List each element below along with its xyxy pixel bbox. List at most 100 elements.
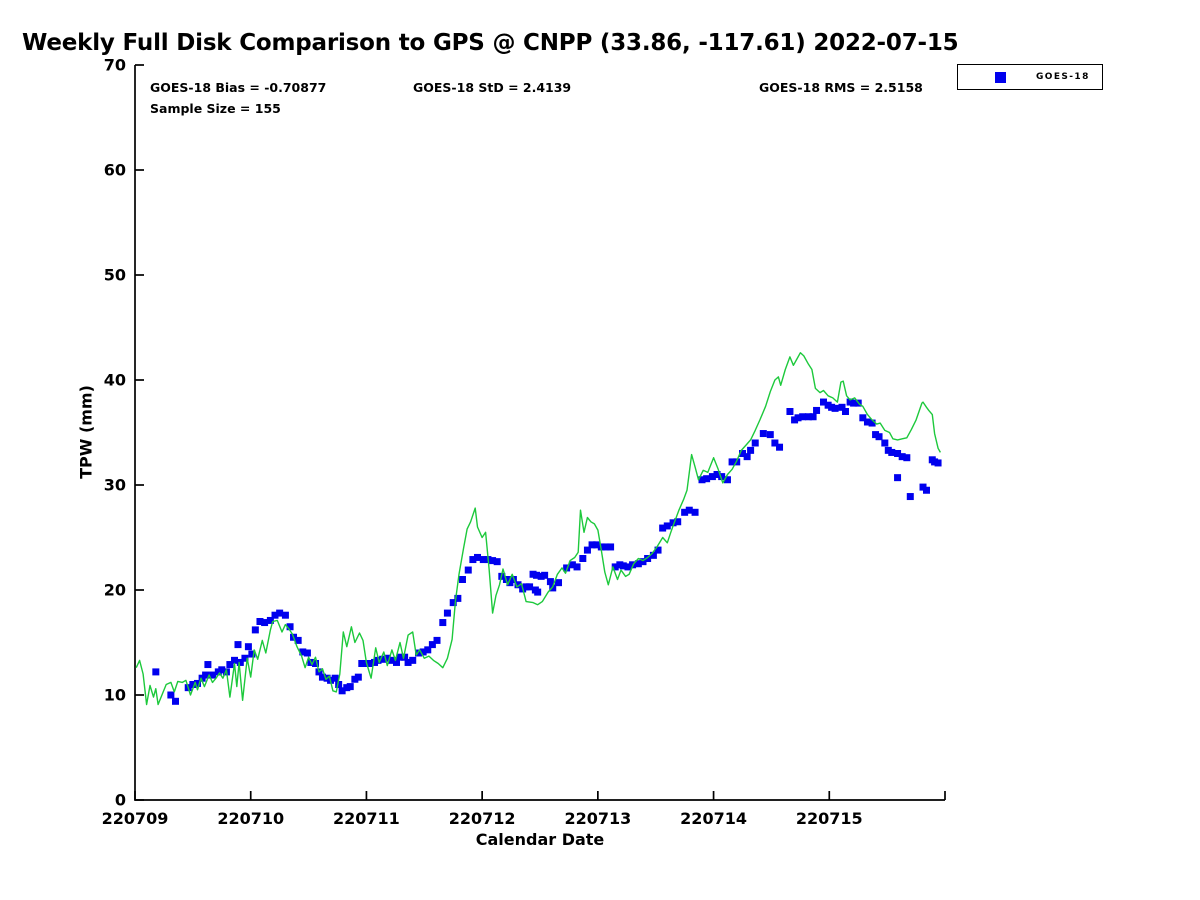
goes18-data-point	[881, 439, 889, 447]
goes18-data-point	[366, 660, 374, 667]
goes18-data-point	[331, 674, 339, 682]
x-tick-label: 220710	[217, 809, 284, 828]
goes18-data-point	[786, 408, 794, 415]
goes18-data-point	[804, 413, 812, 421]
goes18-data-point	[514, 581, 522, 589]
goes18-data-point	[894, 474, 902, 482]
goes18-data-point	[236, 658, 244, 666]
goes18-data-point	[534, 588, 542, 596]
goes18-data-point	[934, 459, 942, 467]
x-tick-label: 220715	[796, 809, 863, 828]
stat-bias: GOES-18 Bias = -0.70877	[150, 80, 327, 95]
goes18-data-point	[906, 493, 914, 501]
goes18-data-point	[479, 556, 487, 564]
goes18-data-point	[685, 506, 693, 514]
legend-label-goes18: GOES-18	[1036, 72, 1090, 82]
goes18-data-point	[831, 404, 839, 412]
goes18-data-point	[723, 476, 731, 484]
goes18-data-point	[152, 668, 160, 676]
goes18-data-point	[841, 408, 849, 415]
y-tick-label: 0	[115, 791, 126, 810]
goes18-data-point	[859, 414, 867, 422]
goes18-data-point	[659, 524, 667, 532]
goes18-data-point	[474, 553, 482, 561]
goes18-data-point	[439, 619, 447, 627]
y-tick-label: 30	[104, 476, 126, 495]
goes18-data-point	[209, 671, 217, 679]
gps-line-series	[135, 352, 942, 706]
goes18-data-point	[312, 660, 320, 667]
axis-spines	[134, 65, 945, 801]
goes18-data-point	[649, 551, 657, 559]
goes18-data-point	[396, 653, 404, 661]
stat-rms: GOES-18 RMS = 2.5158	[759, 80, 923, 95]
goes18-data-point	[299, 648, 307, 656]
goes18-data-point	[624, 563, 632, 571]
goes18-data-point	[850, 399, 858, 407]
legend: GOES-18	[957, 64, 1103, 90]
goes18-data-point	[379, 655, 387, 663]
goes18-square-marker-icon	[995, 71, 1006, 83]
goes18-data-point	[266, 616, 274, 624]
goes18-data-point	[449, 599, 457, 607]
goes18-data-point	[708, 473, 716, 481]
goes18-data-point	[172, 697, 179, 705]
y-tick-label: 20	[104, 581, 126, 600]
goes18-data-point	[644, 555, 652, 562]
goes18-data-point	[888, 448, 896, 456]
goes18-data-point	[354, 673, 362, 681]
goes18-data-point	[189, 681, 197, 688]
goes18-data-point	[346, 683, 354, 691]
goes18-data-point	[563, 564, 571, 572]
goes18-data-point	[771, 439, 779, 447]
goes18-data-point	[388, 656, 396, 664]
goes18-data-point	[393, 658, 401, 666]
goes18-data-point	[573, 563, 581, 571]
goes18-data-point	[428, 641, 436, 649]
goes18-data-point	[602, 543, 610, 551]
y-axis-ticks: 0 10 20 30 40 50 60 70	[104, 56, 144, 810]
goes18-data-point	[443, 609, 451, 617]
y-tick-label: 40	[104, 371, 126, 390]
goes18-data-point	[383, 654, 391, 662]
goes18-data-point	[234, 641, 242, 649]
goes18-data-point	[424, 646, 432, 654]
goes18-data-point	[202, 671, 210, 679]
goes18-data-point	[820, 398, 827, 406]
goes18-data-point	[248, 650, 256, 658]
goes18-data-point	[903, 454, 911, 462]
y-tick-label: 60	[104, 161, 126, 180]
goes18-data-point	[231, 656, 239, 664]
goes18-data-point	[256, 618, 264, 625]
goes18-data-point	[276, 609, 284, 617]
goes18-data-point	[469, 556, 477, 564]
goes18-data-point	[607, 543, 615, 551]
goes18-data-point	[766, 431, 774, 439]
goes18-data-point	[401, 653, 409, 661]
goes18-data-point	[404, 658, 412, 666]
x-tick-label: 220709	[102, 809, 169, 828]
goes18-data-point	[776, 443, 784, 451]
goes18-data-point	[611, 563, 619, 571]
goes18-data-point	[674, 518, 682, 526]
goes18-data-point	[593, 541, 601, 549]
stat-sample-size: Sample Size = 155	[150, 101, 281, 116]
goes18-data-point	[533, 571, 541, 579]
y-tick-label: 70	[104, 56, 126, 75]
goes18-data-point	[226, 661, 234, 669]
x-tick-label: 220711	[333, 809, 400, 828]
goes18-data-point	[747, 446, 755, 454]
goes18-data-point	[167, 691, 175, 699]
goes18-data-point	[526, 583, 534, 591]
goes18-data-point	[703, 475, 711, 483]
goes18-data-point	[588, 541, 596, 549]
goes18-data-point	[579, 555, 587, 562]
goes18-data-point	[863, 418, 871, 426]
goes18-data-point	[294, 636, 302, 644]
goes18-data-point	[875, 433, 883, 441]
goes18-data-point	[409, 656, 417, 664]
goes18-data-point	[698, 476, 706, 484]
goes18-data-point	[728, 458, 736, 466]
